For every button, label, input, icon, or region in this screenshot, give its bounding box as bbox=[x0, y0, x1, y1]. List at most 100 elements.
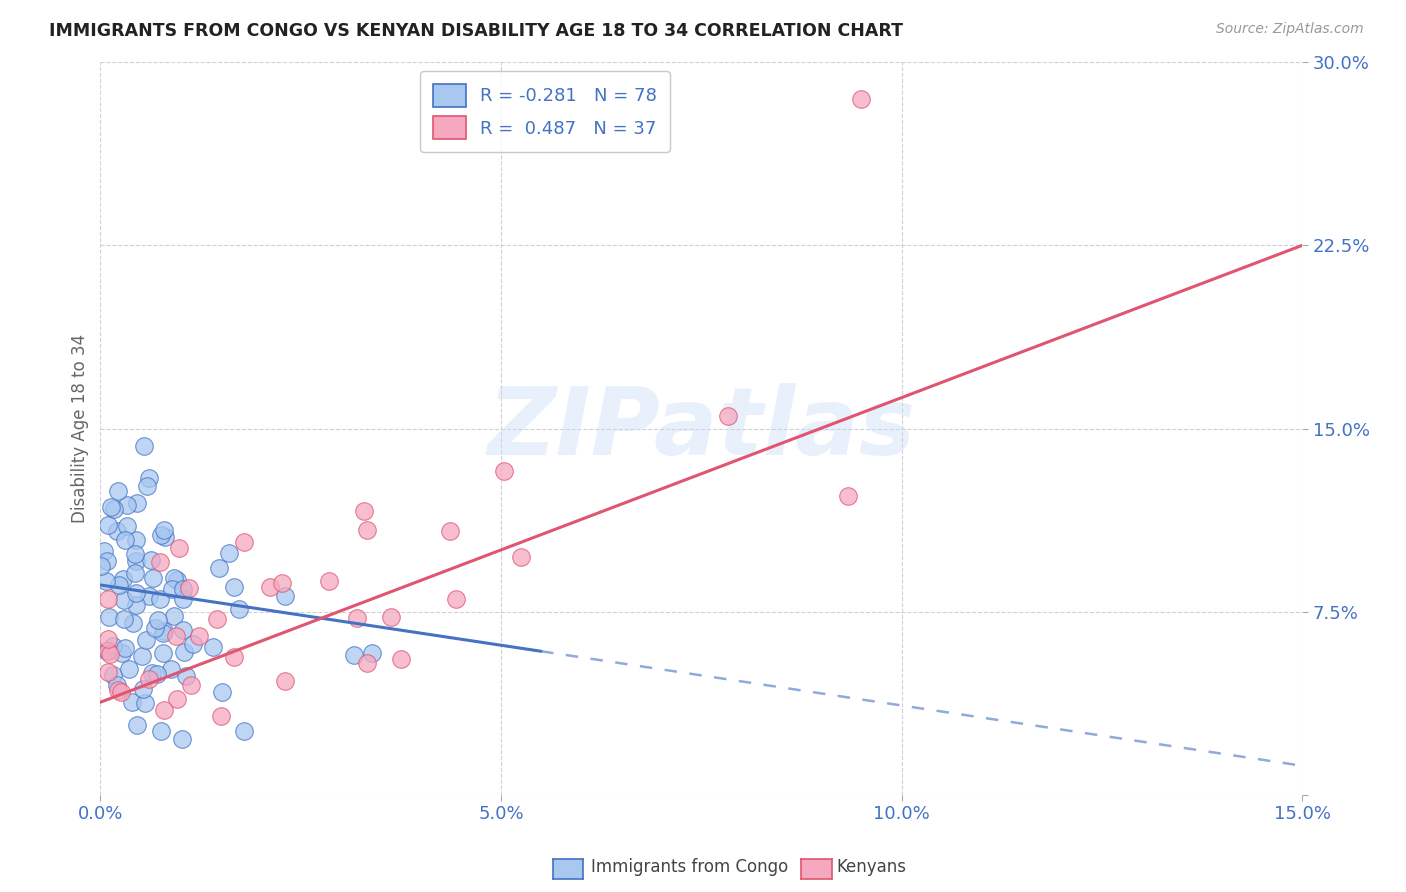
Point bbox=[127, 496, 149, 510]
Point bbox=[111, 646, 134, 660]
Point bbox=[380, 610, 402, 624]
Point bbox=[97, 517, 120, 532]
Point bbox=[105, 524, 128, 538]
Point bbox=[439, 524, 461, 539]
Point bbox=[134, 696, 156, 710]
Point bbox=[143, 621, 166, 635]
Point bbox=[125, 718, 148, 732]
Point bbox=[122, 615, 145, 630]
Point bbox=[163, 609, 186, 624]
Point bbox=[124, 566, 146, 581]
Point bbox=[180, 678, 202, 692]
Point bbox=[153, 530, 176, 544]
Point bbox=[492, 464, 515, 478]
Point bbox=[97, 644, 120, 658]
Point bbox=[152, 626, 174, 640]
Point bbox=[356, 523, 378, 537]
Point bbox=[152, 523, 174, 537]
Point bbox=[103, 639, 125, 653]
Point bbox=[114, 640, 136, 655]
Point bbox=[131, 681, 153, 696]
Point bbox=[346, 611, 368, 625]
Point bbox=[153, 703, 176, 717]
Point bbox=[152, 647, 174, 661]
Point bbox=[389, 651, 412, 665]
Point bbox=[160, 662, 183, 676]
Point bbox=[117, 519, 139, 533]
Point bbox=[97, 632, 120, 646]
Point bbox=[166, 574, 188, 588]
Legend: R = -0.281   N = 78, R =  0.487   N = 37: R = -0.281 N = 78, R = 0.487 N = 37 bbox=[420, 71, 669, 152]
Point bbox=[125, 586, 148, 600]
Point bbox=[112, 612, 135, 626]
Point bbox=[110, 684, 132, 698]
Y-axis label: Disability Age 18 to 34: Disability Age 18 to 34 bbox=[72, 334, 89, 524]
Point bbox=[166, 691, 188, 706]
Point bbox=[131, 648, 153, 663]
Point bbox=[118, 662, 141, 676]
Point bbox=[111, 572, 134, 586]
Point bbox=[98, 647, 121, 661]
Point bbox=[318, 574, 340, 588]
Point bbox=[228, 601, 250, 615]
Point bbox=[124, 547, 146, 561]
Point bbox=[146, 666, 169, 681]
Point bbox=[153, 624, 176, 638]
Point bbox=[274, 589, 297, 603]
Point bbox=[148, 613, 170, 627]
Point bbox=[114, 533, 136, 547]
Point bbox=[201, 640, 224, 654]
Point bbox=[167, 541, 190, 555]
Point bbox=[179, 582, 201, 596]
Point bbox=[271, 575, 294, 590]
Point bbox=[100, 500, 122, 514]
Point bbox=[162, 582, 184, 596]
Point bbox=[105, 678, 128, 692]
Point bbox=[121, 695, 143, 709]
Point bbox=[136, 478, 159, 492]
Point bbox=[209, 709, 232, 723]
Point bbox=[94, 574, 117, 588]
Point bbox=[717, 409, 740, 424]
Point bbox=[211, 685, 233, 699]
Point bbox=[132, 439, 155, 453]
Point bbox=[222, 650, 245, 665]
Point bbox=[342, 648, 364, 662]
Point bbox=[149, 528, 172, 542]
Point bbox=[138, 471, 160, 485]
Text: Immigrants from Congo: Immigrants from Congo bbox=[591, 858, 787, 876]
Point bbox=[141, 665, 163, 680]
Point bbox=[124, 533, 146, 548]
Point bbox=[233, 534, 256, 549]
Point bbox=[188, 629, 211, 643]
Point bbox=[444, 592, 467, 607]
Point bbox=[232, 723, 254, 738]
Point bbox=[138, 589, 160, 603]
Point bbox=[222, 580, 245, 594]
Point bbox=[851, 92, 873, 106]
Point bbox=[107, 682, 129, 697]
Point bbox=[181, 637, 204, 651]
Point bbox=[172, 582, 194, 597]
Point bbox=[96, 554, 118, 568]
Point bbox=[125, 553, 148, 567]
Point bbox=[148, 592, 170, 607]
Point bbox=[101, 668, 124, 682]
Point bbox=[361, 646, 384, 660]
Point bbox=[125, 599, 148, 613]
Point bbox=[172, 623, 194, 637]
Point bbox=[97, 592, 120, 607]
Point bbox=[96, 643, 118, 657]
Point bbox=[163, 571, 186, 585]
Point bbox=[138, 672, 160, 686]
Point bbox=[170, 732, 193, 747]
Point bbox=[259, 580, 281, 594]
Point bbox=[356, 656, 378, 670]
Text: Source: ZipAtlas.com: Source: ZipAtlas.com bbox=[1216, 22, 1364, 37]
Point bbox=[274, 673, 297, 688]
Point bbox=[174, 669, 197, 683]
Text: ZIPatlas: ZIPatlas bbox=[486, 383, 915, 475]
Point bbox=[218, 547, 240, 561]
Point bbox=[93, 543, 115, 558]
Point bbox=[135, 632, 157, 647]
